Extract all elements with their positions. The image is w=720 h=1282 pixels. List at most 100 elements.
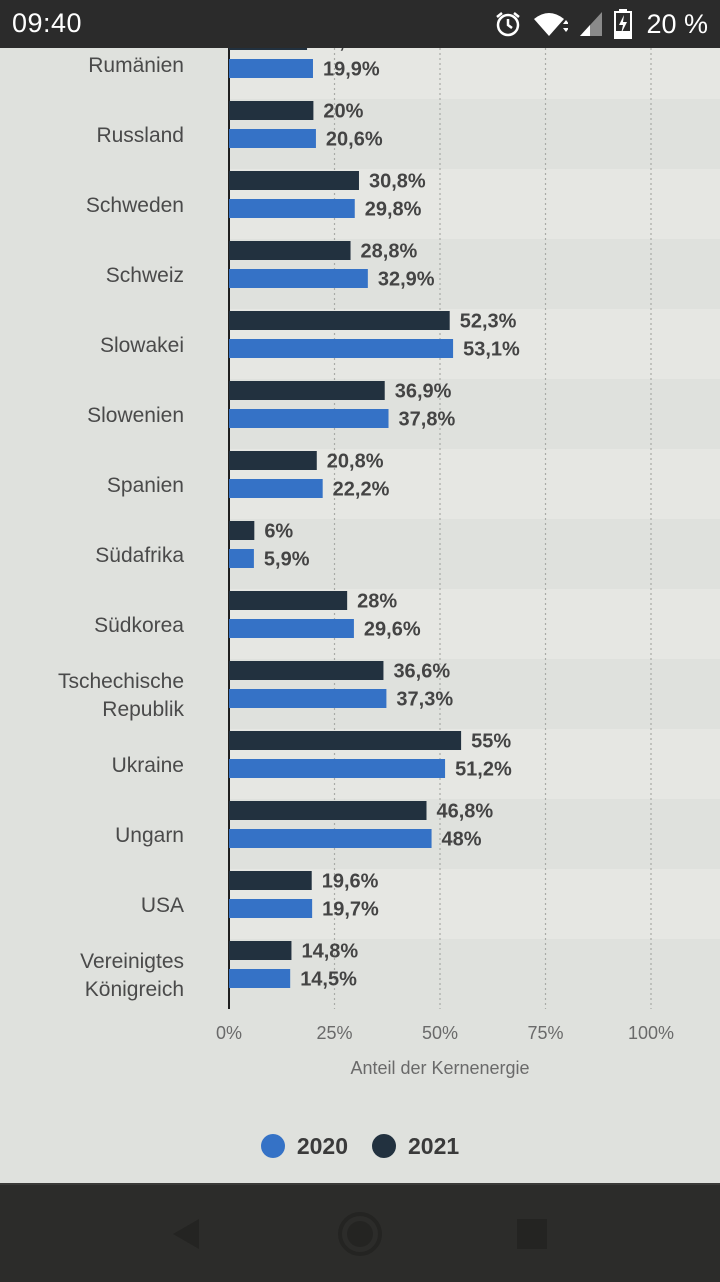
data-label: 19,7%: [322, 899, 379, 921]
bar: [229, 899, 313, 918]
bar: [229, 311, 450, 330]
back-button[interactable]: [126, 1185, 246, 1282]
bar: [229, 241, 351, 260]
battery-charging-icon: [614, 9, 633, 39]
category-label: Südkorea: [94, 614, 184, 637]
data-label: 29,8%: [365, 199, 422, 221]
bar: [229, 689, 387, 708]
bar: [229, 199, 355, 218]
category-label: Tschechische Republik: [58, 670, 185, 721]
bar: [229, 521, 255, 540]
bar: [229, 269, 368, 288]
data-label: 53,1%: [463, 339, 520, 361]
bar: [229, 339, 454, 358]
bar: [229, 941, 292, 960]
category-label: Ungarn: [115, 824, 184, 847]
legend-item-2021[interactable]: 2021: [372, 1133, 459, 1160]
signal-icon: [580, 12, 603, 36]
category-label: Schweden: [86, 194, 184, 217]
battery-percentage: 20 %: [646, 8, 708, 39]
legend-label-2021: 2021: [408, 1132, 460, 1159]
data-label: 19,6%: [322, 871, 379, 893]
legend-item-2020[interactable]: 2020: [260, 1132, 348, 1160]
legend-swatch-2021: [372, 1134, 396, 1158]
data-label: 22,2%: [333, 479, 390, 501]
chart-area: 18,5% 19,9% Rumänien 20% 20,6% Russland 30,8% 2…: [0, 48, 720, 1183]
bar: [229, 171, 359, 190]
data-label: 14,8%: [301, 941, 358, 963]
data-label: 20%: [323, 101, 363, 123]
data-label: 46,8%: [436, 801, 493, 823]
legend-swatch-2020: [260, 1134, 285, 1158]
category-label: Schweiz: [106, 264, 184, 287]
chart-legend: 2020 2021: [0, 1126, 720, 1166]
category-label: Ukraine: [112, 754, 184, 777]
category-label: Slowakei: [100, 334, 184, 357]
data-label: 37,3%: [396, 689, 453, 711]
data-label: 48%: [442, 829, 482, 851]
data-label: 30,8%: [369, 171, 426, 193]
bar: [229, 759, 446, 778]
data-label: 28%: [357, 591, 397, 613]
data-label: 20,6%: [326, 129, 383, 151]
x-tick-label: 75%: [527, 1023, 563, 1043]
data-label: 5,9%: [264, 549, 310, 571]
status-bar: 09:40 20 %: [0, 0, 720, 48]
data-label: 18,5%: [317, 48, 374, 53]
data-label: 19,9%: [323, 59, 380, 81]
category-label: Rumänien: [88, 54, 184, 77]
x-tick-label: 0%: [216, 1023, 242, 1043]
bar: [229, 129, 316, 148]
back-icon: [173, 1218, 199, 1249]
data-label: 55%: [471, 731, 511, 753]
category-label: Slowenien: [87, 404, 184, 427]
category-label: Spanien: [107, 474, 184, 497]
recents-button[interactable]: [472, 1185, 592, 1282]
x-tick-label: 50%: [422, 1023, 458, 1043]
bar: [229, 48, 308, 50]
status-icons: 20 %: [494, 6, 708, 42]
bar: [229, 549, 254, 568]
bar: [229, 619, 354, 638]
bar: [229, 591, 348, 610]
wifi-icon: [534, 13, 569, 36]
data-label: 29,6%: [364, 619, 421, 641]
data-label: 36,6%: [393, 661, 450, 683]
bar: [229, 59, 313, 78]
bar: [229, 829, 432, 848]
data-label: 52,3%: [460, 311, 517, 333]
alarm-icon: [496, 12, 521, 37]
legend-label-2020: 2020: [296, 1132, 348, 1159]
bar: [229, 871, 312, 890]
bar: [229, 661, 384, 680]
bar: [229, 731, 462, 750]
category-label: Südafrika: [95, 544, 184, 567]
x-tick-label: 100%: [628, 1023, 674, 1043]
category-label: Vereinigtes Königreich: [80, 950, 184, 1001]
category-label: Russland: [96, 124, 184, 147]
navigation-bar: [0, 1183, 720, 1282]
home-button[interactable]: [300, 1185, 420, 1282]
bar: [229, 381, 385, 400]
recents-icon: [517, 1218, 547, 1249]
data-label: 20,8%: [327, 451, 384, 473]
bar: [229, 451, 317, 470]
category-label: USA: [141, 894, 184, 917]
x-axis-title: Anteil der Kernenergie: [350, 1058, 529, 1078]
x-tick-label: 25%: [316, 1023, 352, 1043]
data-label: 14,5%: [300, 969, 357, 991]
home-icon: [338, 1211, 382, 1256]
bar-chart: 18,5% 19,9% Rumänien 20% 20,6% Russland 30,8% 2…: [58, 48, 720, 1078]
bar: [229, 479, 323, 498]
data-label: 32,9%: [378, 269, 435, 291]
data-label: 28,8%: [361, 241, 418, 263]
data-label: 6%: [264, 521, 293, 543]
bar: [229, 969, 291, 988]
data-label: 37,8%: [399, 409, 456, 431]
bar: [229, 101, 314, 120]
data-label: 36,9%: [395, 381, 452, 403]
bar: [229, 409, 389, 428]
bar: [229, 801, 427, 820]
status-time: 09:40: [12, 8, 83, 38]
data-label: 51,2%: [455, 759, 512, 781]
